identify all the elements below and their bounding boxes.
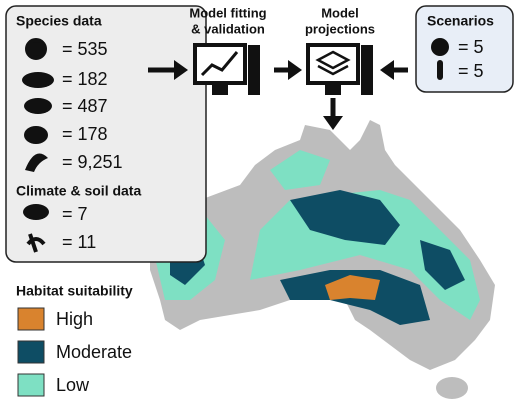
step-label: Model fitting bbox=[189, 5, 266, 20]
moderate-area bbox=[170, 190, 465, 325]
legend-swatch bbox=[17, 307, 45, 331]
time-icon bbox=[431, 38, 449, 56]
climate-title: Climate & soil data bbox=[16, 183, 141, 199]
legend-swatch bbox=[17, 340, 45, 364]
count: = 182 bbox=[62, 69, 108, 89]
frog-icon bbox=[22, 72, 54, 88]
arrows bbox=[148, 60, 408, 130]
arrow-head bbox=[323, 116, 343, 130]
bird-icon bbox=[24, 98, 52, 114]
count: = 9,251 bbox=[62, 152, 123, 172]
count: = 7 bbox=[62, 204, 88, 224]
invertebrate-icon bbox=[25, 38, 47, 60]
arrow-head bbox=[380, 60, 394, 80]
arrow-head bbox=[288, 60, 302, 80]
species-icons bbox=[22, 38, 54, 172]
step-label: & validation bbox=[191, 21, 265, 36]
computer-icon bbox=[193, 43, 260, 95]
tasmania bbox=[436, 377, 468, 399]
legend-swatch bbox=[17, 373, 45, 397]
rain-icon bbox=[23, 204, 49, 220]
soil-icon bbox=[26, 233, 46, 253]
temperature-icon bbox=[437, 60, 443, 80]
count: = 5 bbox=[458, 37, 484, 57]
legend-label: Low bbox=[56, 375, 90, 395]
scenarios-title: Scenarios bbox=[427, 13, 494, 29]
count: = 178 bbox=[62, 124, 108, 144]
mammal-icon bbox=[24, 126, 48, 144]
low-area bbox=[152, 150, 480, 320]
legend-label: Moderate bbox=[56, 342, 132, 362]
step-label: projections bbox=[305, 21, 375, 36]
legend-label: High bbox=[56, 309, 93, 329]
count: = 11 bbox=[62, 232, 96, 252]
step-label: Model bbox=[321, 5, 359, 20]
count: = 487 bbox=[62, 96, 108, 116]
arrow-head bbox=[174, 60, 188, 80]
species-title: Species data bbox=[16, 13, 102, 29]
high-area bbox=[325, 275, 380, 300]
australia-map bbox=[150, 120, 495, 399]
legend-title: Habitat suitability bbox=[16, 283, 133, 299]
count: = 535 bbox=[62, 39, 108, 59]
plant-icon bbox=[25, 153, 48, 172]
climate-icons bbox=[23, 204, 49, 253]
count: = 5 bbox=[458, 61, 484, 81]
computer-icon bbox=[306, 43, 373, 95]
